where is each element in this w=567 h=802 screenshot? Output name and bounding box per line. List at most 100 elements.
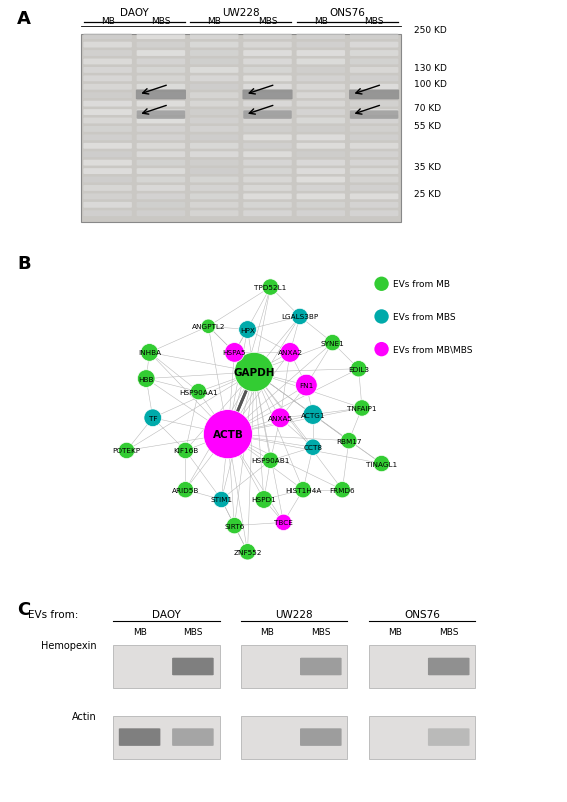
Text: ARID5B: ARID5B bbox=[172, 487, 199, 493]
Circle shape bbox=[144, 410, 162, 427]
FancyBboxPatch shape bbox=[83, 127, 132, 132]
Text: DAOY: DAOY bbox=[120, 8, 149, 18]
FancyBboxPatch shape bbox=[83, 76, 132, 82]
FancyBboxPatch shape bbox=[350, 111, 399, 119]
FancyBboxPatch shape bbox=[119, 728, 160, 746]
Circle shape bbox=[226, 518, 243, 534]
Circle shape bbox=[374, 277, 389, 292]
FancyBboxPatch shape bbox=[428, 658, 469, 675]
FancyBboxPatch shape bbox=[190, 177, 239, 183]
FancyBboxPatch shape bbox=[190, 93, 239, 99]
Text: MBS: MBS bbox=[311, 627, 331, 637]
FancyBboxPatch shape bbox=[83, 144, 132, 149]
FancyBboxPatch shape bbox=[137, 169, 185, 175]
Text: MBS: MBS bbox=[151, 17, 171, 26]
Text: 25 KD: 25 KD bbox=[414, 189, 441, 198]
FancyBboxPatch shape bbox=[297, 76, 345, 82]
Circle shape bbox=[177, 443, 193, 459]
FancyBboxPatch shape bbox=[350, 43, 399, 48]
FancyBboxPatch shape bbox=[350, 93, 399, 99]
Circle shape bbox=[374, 342, 389, 357]
FancyBboxPatch shape bbox=[137, 144, 185, 149]
Circle shape bbox=[374, 310, 389, 324]
FancyBboxPatch shape bbox=[83, 93, 132, 99]
FancyBboxPatch shape bbox=[297, 169, 345, 175]
FancyBboxPatch shape bbox=[297, 211, 345, 217]
Text: ACTG1: ACTG1 bbox=[301, 412, 325, 418]
Text: HBB: HBB bbox=[138, 376, 154, 382]
Text: 70 KD: 70 KD bbox=[414, 104, 441, 113]
Text: MB: MB bbox=[101, 17, 115, 26]
Text: 35 KD: 35 KD bbox=[414, 163, 441, 172]
FancyBboxPatch shape bbox=[243, 43, 292, 48]
FancyBboxPatch shape bbox=[137, 203, 185, 209]
Text: TBCE: TBCE bbox=[274, 520, 293, 526]
FancyBboxPatch shape bbox=[297, 34, 345, 40]
FancyBboxPatch shape bbox=[369, 645, 475, 688]
Text: MB: MB bbox=[208, 17, 221, 26]
FancyBboxPatch shape bbox=[350, 160, 399, 166]
FancyBboxPatch shape bbox=[83, 119, 132, 124]
FancyBboxPatch shape bbox=[243, 85, 292, 91]
Circle shape bbox=[374, 456, 390, 472]
FancyBboxPatch shape bbox=[350, 144, 399, 149]
Text: LGALS3BP: LGALS3BP bbox=[281, 314, 319, 320]
Circle shape bbox=[295, 482, 311, 498]
FancyBboxPatch shape bbox=[350, 177, 399, 183]
FancyBboxPatch shape bbox=[297, 93, 345, 99]
FancyBboxPatch shape bbox=[190, 152, 239, 158]
FancyBboxPatch shape bbox=[350, 136, 399, 141]
FancyBboxPatch shape bbox=[190, 144, 239, 149]
FancyBboxPatch shape bbox=[190, 68, 239, 74]
FancyBboxPatch shape bbox=[137, 127, 185, 132]
Text: FN1: FN1 bbox=[299, 383, 314, 389]
FancyBboxPatch shape bbox=[83, 85, 132, 91]
FancyBboxPatch shape bbox=[83, 186, 132, 192]
Text: 250 KD: 250 KD bbox=[414, 26, 447, 35]
FancyBboxPatch shape bbox=[428, 728, 469, 746]
Circle shape bbox=[201, 320, 215, 334]
FancyBboxPatch shape bbox=[297, 102, 345, 107]
FancyBboxPatch shape bbox=[350, 127, 399, 132]
FancyBboxPatch shape bbox=[83, 110, 132, 115]
Text: UW228: UW228 bbox=[276, 610, 313, 620]
Circle shape bbox=[291, 309, 308, 326]
FancyBboxPatch shape bbox=[83, 152, 132, 158]
Text: MBS: MBS bbox=[365, 17, 384, 26]
Text: POTEKP: POTEKP bbox=[112, 448, 141, 454]
Text: MBS: MBS bbox=[183, 627, 202, 637]
FancyBboxPatch shape bbox=[297, 43, 345, 48]
Text: B: B bbox=[17, 255, 31, 273]
Circle shape bbox=[191, 384, 207, 400]
FancyBboxPatch shape bbox=[243, 76, 292, 82]
Circle shape bbox=[334, 482, 350, 498]
Text: HSPD1: HSPD1 bbox=[252, 497, 276, 503]
Circle shape bbox=[350, 361, 367, 378]
FancyBboxPatch shape bbox=[297, 160, 345, 166]
FancyBboxPatch shape bbox=[243, 102, 292, 107]
FancyBboxPatch shape bbox=[350, 169, 399, 175]
FancyBboxPatch shape bbox=[137, 51, 185, 57]
FancyBboxPatch shape bbox=[83, 51, 132, 57]
FancyBboxPatch shape bbox=[137, 136, 185, 141]
FancyBboxPatch shape bbox=[190, 51, 239, 57]
Text: 55 KD: 55 KD bbox=[414, 122, 441, 132]
Text: ANGPTL2: ANGPTL2 bbox=[192, 324, 225, 330]
Circle shape bbox=[239, 544, 256, 561]
Circle shape bbox=[239, 322, 256, 339]
FancyBboxPatch shape bbox=[297, 110, 345, 115]
FancyBboxPatch shape bbox=[137, 111, 185, 119]
Text: 100 KD: 100 KD bbox=[414, 79, 447, 89]
Text: DAOY: DAOY bbox=[152, 610, 181, 620]
Text: GAPDH: GAPDH bbox=[234, 367, 275, 378]
FancyBboxPatch shape bbox=[190, 43, 239, 48]
FancyBboxPatch shape bbox=[137, 177, 185, 183]
FancyBboxPatch shape bbox=[190, 127, 239, 132]
Circle shape bbox=[304, 439, 321, 456]
FancyBboxPatch shape bbox=[137, 186, 185, 192]
Text: TNFAIP1: TNFAIP1 bbox=[347, 406, 376, 411]
FancyBboxPatch shape bbox=[297, 68, 345, 74]
FancyBboxPatch shape bbox=[243, 169, 292, 175]
FancyBboxPatch shape bbox=[172, 658, 214, 675]
FancyBboxPatch shape bbox=[137, 34, 185, 40]
